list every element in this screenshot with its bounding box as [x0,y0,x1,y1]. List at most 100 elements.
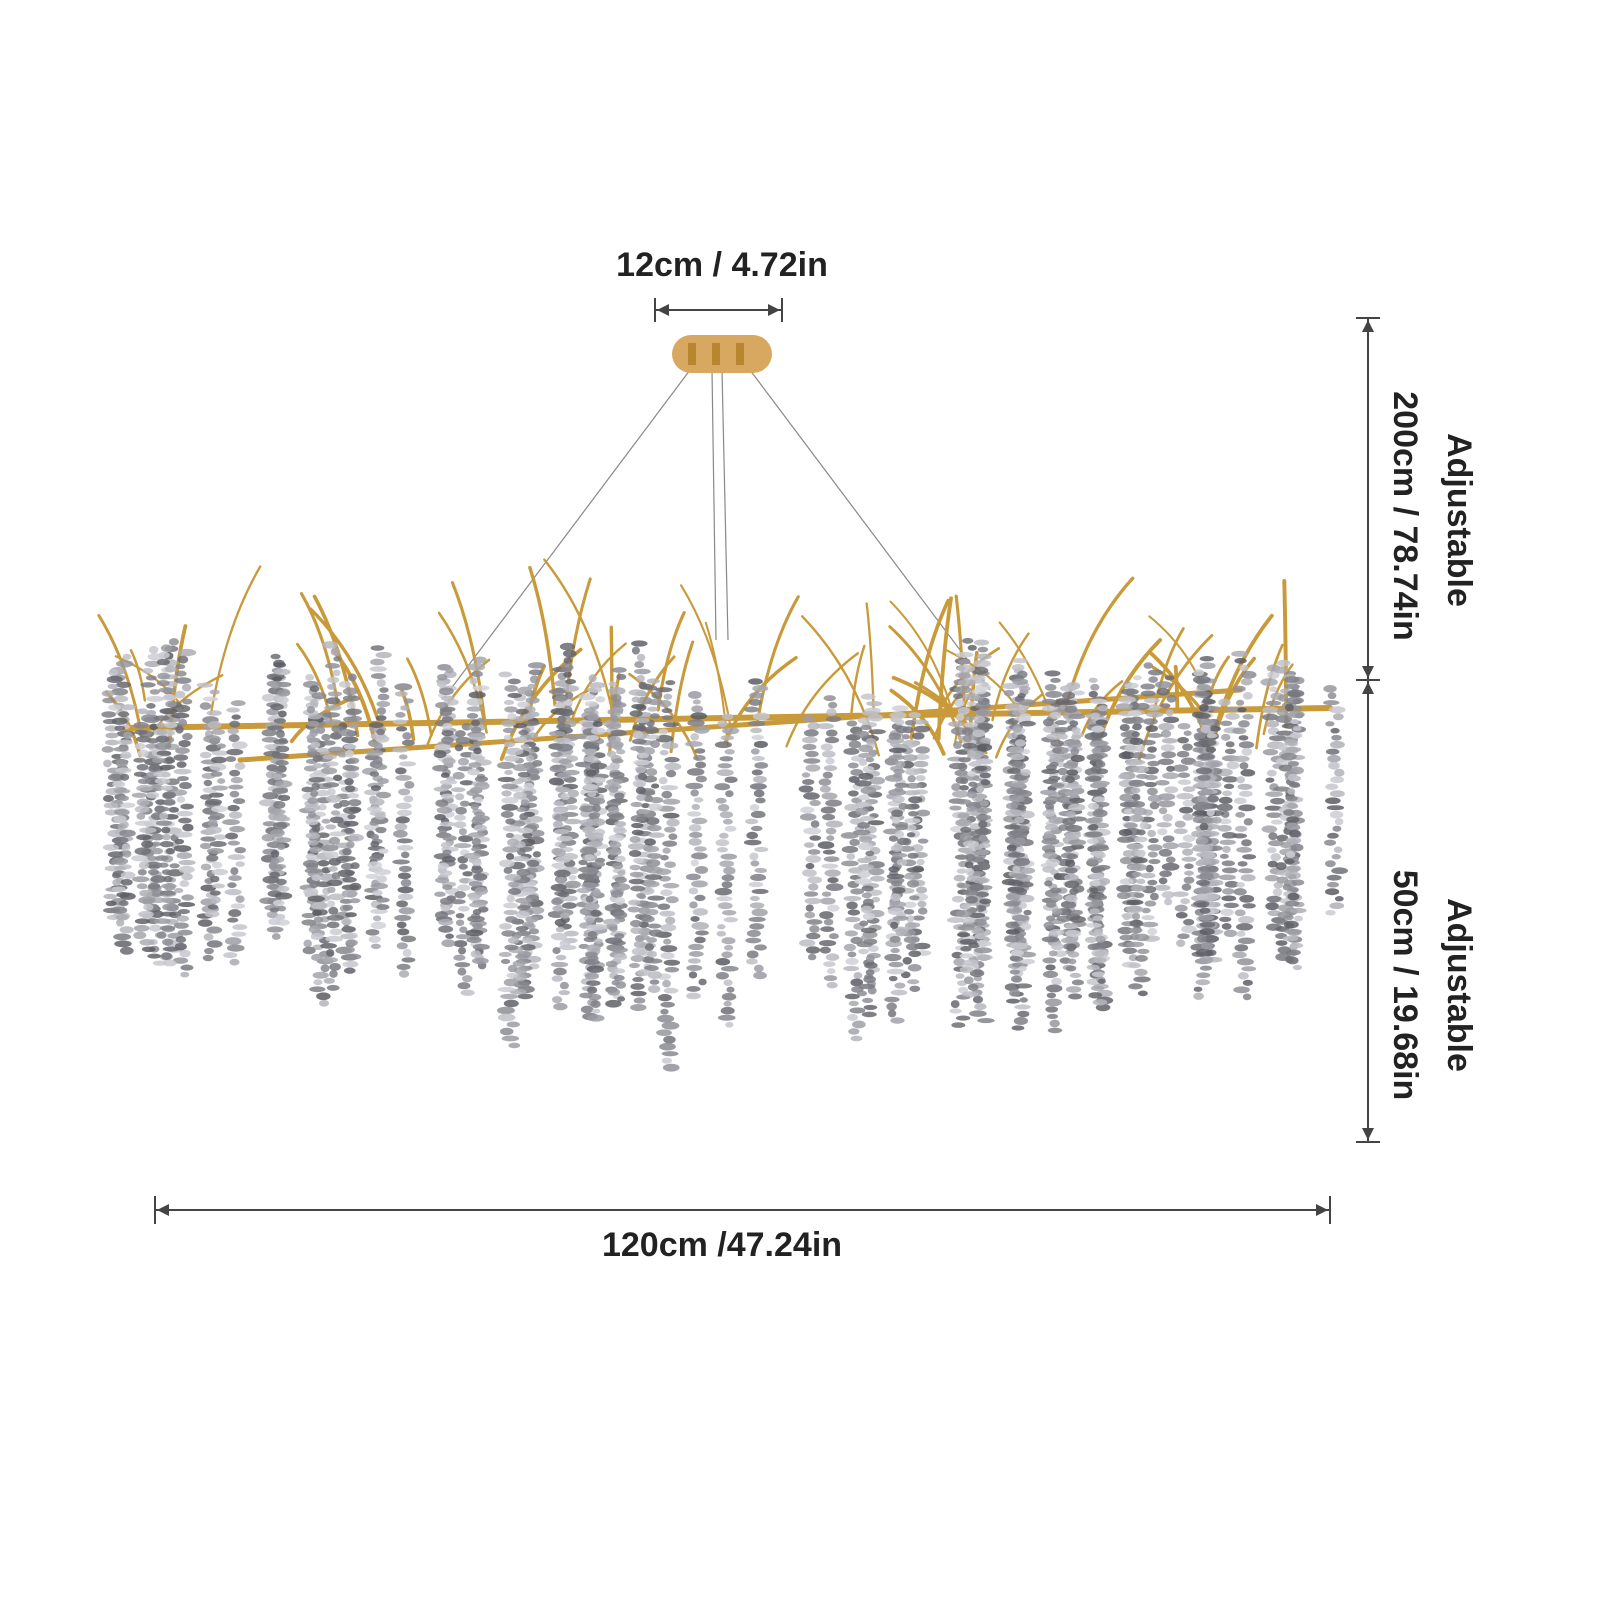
crystal [1241,670,1257,679]
crystal [1196,879,1211,886]
crystal [321,818,331,824]
crystal [686,768,705,776]
crystal [1285,851,1296,858]
crystal [1287,865,1301,872]
crystal [956,868,967,874]
crystal [1334,818,1344,826]
crystal [1147,760,1160,767]
crystal [1180,898,1190,905]
crystal [503,999,519,1008]
crystal [203,933,214,941]
crystal [1045,803,1055,810]
crystal [507,713,517,720]
crystal [634,661,645,668]
crystal [328,866,338,872]
crystal [1191,711,1205,719]
crystal [1019,997,1028,1003]
crystal [750,727,763,734]
crystal [274,892,293,900]
crystal [555,743,574,752]
crystal [114,788,131,794]
crystal [1092,866,1106,873]
crystal [269,864,284,872]
crystal [259,897,276,905]
crystal [862,997,874,1004]
crystal [966,701,977,707]
branch [889,600,953,712]
strand [1059,685,1087,1000]
crystal [370,882,389,890]
crystal [1131,871,1142,877]
crystal [563,699,573,706]
crystal [506,972,518,979]
crystal [965,854,976,862]
crystal [370,658,385,666]
crystal [1162,842,1179,850]
crystal [605,999,622,1008]
crystal [590,777,606,784]
crystal [1268,735,1287,742]
crystal [337,751,348,758]
crystal [324,705,342,711]
crystal [1194,691,1211,697]
crystal [1054,720,1067,726]
crystal [158,687,177,693]
crystal [455,793,465,801]
crystal [548,688,567,695]
crystal [1131,807,1148,816]
crystal [374,764,388,770]
crystal [847,762,859,769]
strand [853,710,879,1018]
crystal [451,787,466,793]
crystal [225,756,237,763]
crystal [1122,912,1131,921]
crystal [520,743,530,750]
suspension-wire [749,369,991,691]
crystal [825,820,843,828]
crystal [396,838,413,844]
crystal [1064,832,1082,839]
crystal [171,712,190,719]
crystal [370,908,388,914]
crystal [1090,985,1105,991]
crystal [136,708,149,715]
crystal [1327,692,1337,700]
crystal [302,860,319,868]
crystal [313,979,323,986]
crystal [155,806,170,812]
crystal [555,786,571,793]
crystal [402,739,415,747]
crystal [565,880,581,889]
crystal [1157,758,1174,766]
crystal [468,895,481,901]
crystal [119,892,136,900]
crystal [134,820,153,826]
crystal [310,741,321,748]
crystal [656,1029,672,1036]
crystal [366,806,383,812]
crystal [1017,894,1035,903]
crystal [715,972,729,980]
crystal [370,673,387,679]
crystal [587,686,603,693]
crystal [1093,796,1106,803]
crystal [658,728,669,735]
crystal [689,831,703,839]
crystal [161,869,172,876]
crystal [525,696,540,704]
crystal [345,939,358,947]
crystal [1265,902,1279,911]
crystal [846,720,858,727]
crystal [234,846,246,854]
crystal [1233,888,1247,896]
branch [1173,664,1180,710]
crystal [977,905,987,912]
crystal [889,711,907,720]
crystal [1234,909,1246,917]
crystal [855,801,873,808]
crystal [1128,983,1143,990]
crystal [848,740,862,749]
crystal [716,846,728,853]
crystal [1086,922,1102,928]
crystal [182,733,193,741]
